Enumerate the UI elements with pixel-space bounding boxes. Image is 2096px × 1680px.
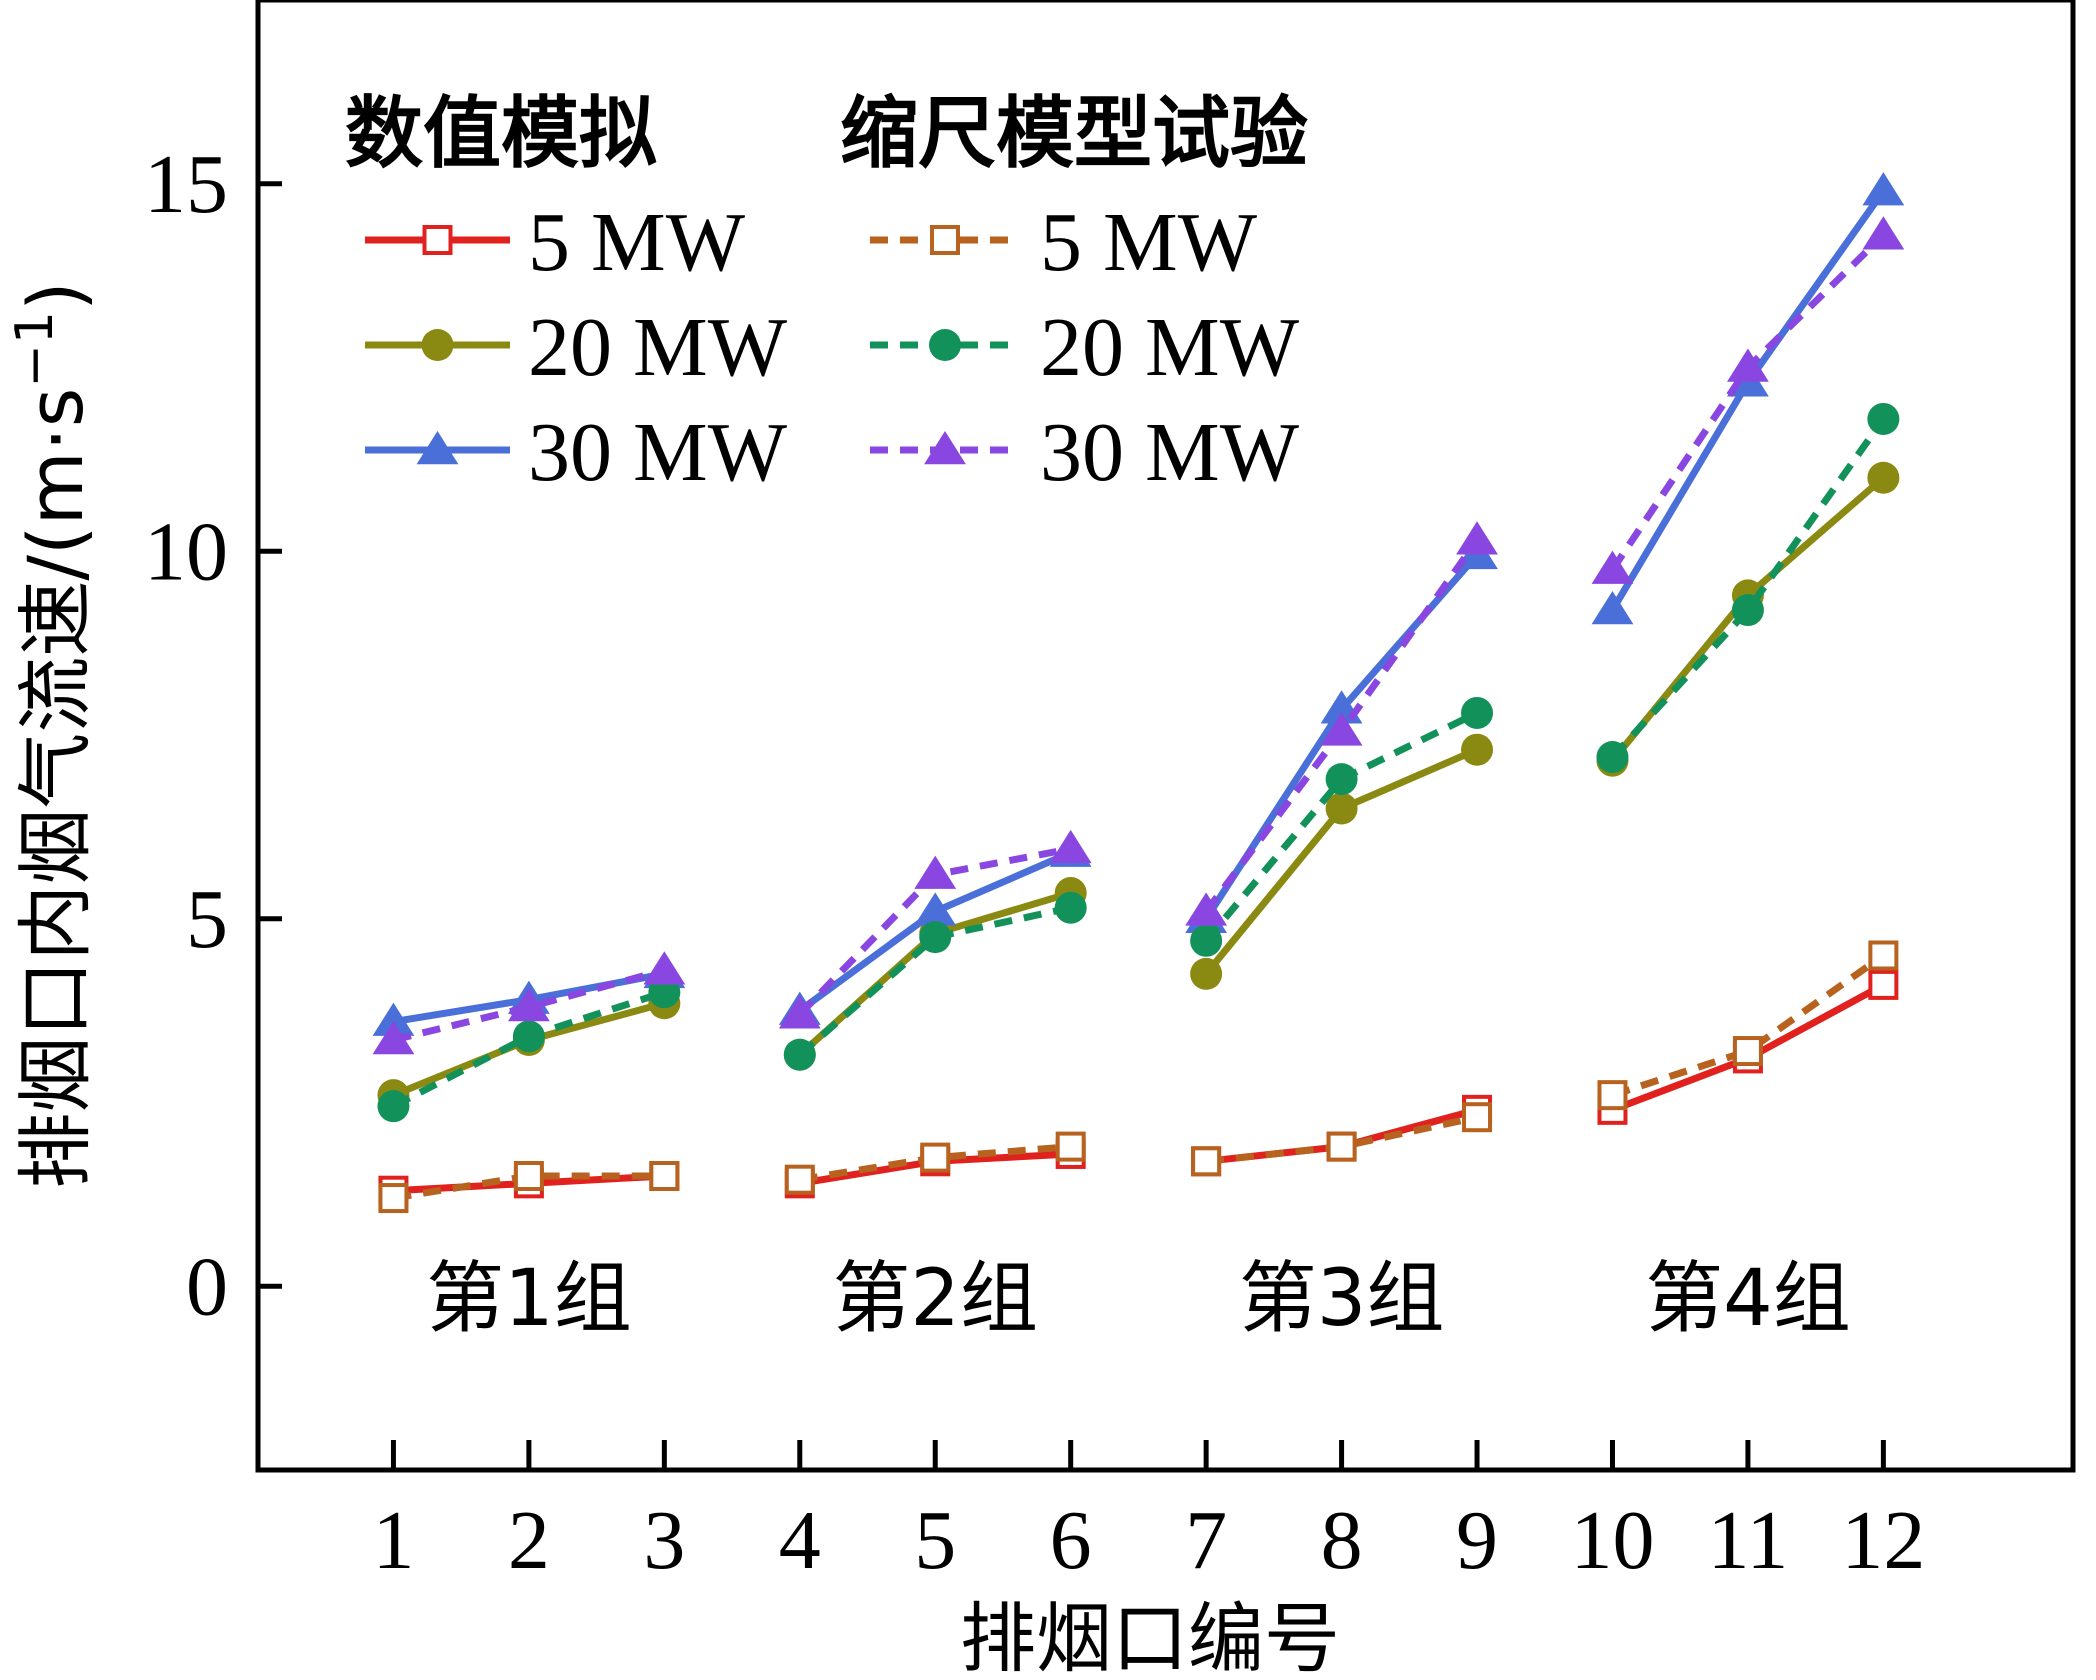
series-5-point-7 [1185,892,1228,926]
legend-label-0: 5 MW [528,196,746,289]
series-4-point-2 [512,1020,545,1053]
series-5-point-5 [914,855,957,889]
series-2-point-10 [1591,591,1634,625]
x-tick-label-10: 10 [1570,1494,1654,1587]
legend-marker-2 [416,431,459,465]
series-3-point-10 [1597,1080,1628,1111]
group-label-2: 第2组 [832,1254,1038,1344]
x-tick-label-4: 4 [779,1494,821,1587]
series-5-point-3 [643,951,686,985]
series-3-point-9 [1462,1102,1493,1133]
series-5-point-2 [507,987,550,1022]
series-4-line-group-3 [1203,709,1479,944]
legend: 数值模拟 缩尺模型试验 5 MW 20 MW 30 MW 5 MW 20 MW 30 MW [345,89,1308,499]
group-label-1: 第1组 [426,1254,632,1344]
series-2-point-12 [1862,172,1905,206]
series-1-point-12 [1867,461,1900,494]
series-5-point-4 [778,995,821,1029]
legend-label-5: 30 MW [1040,406,1300,499]
series-2-line-group-4 [1609,189,1887,612]
y-tick-label-10: 10 [144,505,228,598]
series-5 [372,216,1905,1055]
series-5-point-11 [1727,348,1769,382]
series-4-point-4 [783,1038,816,1071]
series-5-point-6 [1049,829,1092,864]
series-3-line-group-4 [1611,952,1886,1099]
legend-marker-0 [422,225,453,255]
x-tick-label-6: 6 [1050,1494,1092,1587]
x-axis: 1 2 3 4 5 6 7 8 9 10 11 12 [372,1440,1925,1587]
series-5-point-12 [1862,216,1905,250]
plot-frame [255,0,2076,1473]
series-4-line-group-4 [1609,416,1887,760]
series-4-point-5 [919,921,952,954]
x-axis-title: 排烟口编号 [960,1594,1340,1680]
series-layer [372,172,1905,1214]
series-3-point-12 [1868,940,1899,971]
series-4-point-11 [1731,594,1764,627]
series-3-point-5 [920,1142,951,1173]
series-5-line-group-4 [1609,232,1886,572]
x-tick-label-1: 1 [372,1494,414,1587]
series-0 [378,969,1899,1206]
series-3-point-7 [1191,1146,1222,1177]
legend-header-experiment: 缩尺模型试验 [840,89,1308,179]
group-label-3: 第3组 [1239,1254,1445,1344]
series-1-point-7 [1190,957,1223,990]
legend-marker-4 [929,329,961,361]
series-1 [377,461,1900,1112]
legend-label-4: 20 MW [1040,301,1300,394]
series-2-point-5 [914,892,957,926]
series-5-point-8 [1320,712,1363,746]
series-5-line-group-1 [392,966,666,1044]
series-3-point-6 [1055,1131,1086,1162]
x-tick-label-11: 11 [1707,1494,1788,1587]
legend-label-2: 30 MW [528,406,788,499]
series-4-point-7 [1190,924,1223,957]
series-3-point-11 [1732,1036,1763,1067]
y-tick-label-15: 15 [144,138,228,231]
series-4-point-6 [1054,891,1087,924]
series-3-point-1 [378,1183,409,1214]
series-1-point-9 [1461,733,1494,766]
x-tick-label-2: 2 [508,1494,550,1587]
x-tick-label-9: 9 [1456,1494,1498,1587]
series-3-point-2 [513,1161,544,1191]
legend-marker-5 [924,431,966,465]
series-1-point-8 [1325,792,1358,825]
group-label-4: 第4组 [1645,1254,1851,1344]
series-5-point-10 [1591,550,1634,584]
series-5-point-1 [372,1021,415,1055]
series-3-point-4 [784,1164,815,1195]
series-2-point-1 [372,1002,415,1036]
series-4-point-10 [1596,741,1629,774]
y-tick-label-5: 5 [186,873,228,966]
legend-marker-3 [930,225,960,255]
legend-marker-1 [421,329,454,361]
series-3 [378,940,1899,1214]
x-tick-label-7: 7 [1185,1494,1227,1587]
legend-label-3: 5 MW [1040,196,1258,289]
series-4-point-1 [377,1090,410,1123]
x-tick-label-8: 8 [1321,1494,1363,1587]
series-4-point-9 [1461,696,1494,729]
series-4-point-8 [1325,763,1358,796]
series-3-point-8 [1326,1131,1357,1162]
x-tick-label-12: 12 [1841,1494,1925,1587]
series-0-point-12 [1868,969,1899,1000]
y-axis-title: 排烟口内烟气流速/(m·s−1) [5,281,100,1188]
x-tick-label-5: 5 [914,1494,956,1587]
legend-label-1: 20 MW [528,301,788,394]
group-labels: 第1组 第2组 第3组 第4组 [426,1254,1851,1344]
y-axis: 0 5 10 15 [144,138,282,1333]
series-4-point-12 [1867,402,1900,435]
series-3-point-3 [649,1161,680,1191]
y-tick-label-0: 0 [186,1240,228,1333]
series-4 [377,402,1900,1123]
series-5-point-9 [1456,521,1498,555]
x-tick-label-3: 3 [643,1494,685,1587]
legend-header-simulation: 数值模拟 [345,89,657,179]
series-4-line-group-2 [797,904,1072,1058]
